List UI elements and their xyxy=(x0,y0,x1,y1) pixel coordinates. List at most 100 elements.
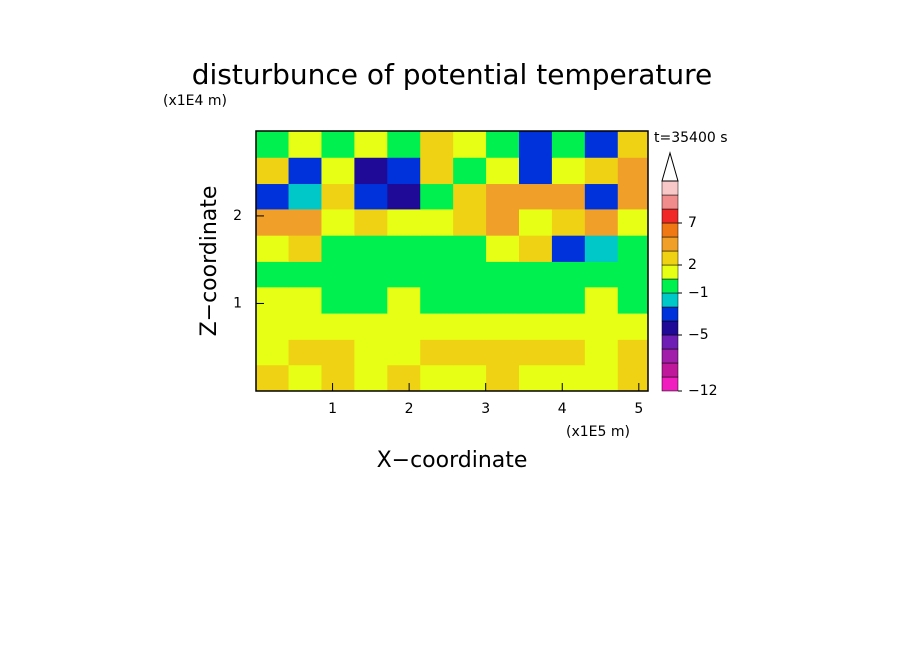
field-cell xyxy=(256,157,290,185)
plot-frame xyxy=(255,130,649,392)
field-cell xyxy=(321,235,355,262)
field-cell xyxy=(584,131,619,158)
field-cell xyxy=(518,364,553,391)
colorbar-tick-label: 2 xyxy=(688,257,697,273)
field-cell xyxy=(551,208,586,236)
field-cell xyxy=(420,338,454,366)
field-cell xyxy=(256,286,290,314)
field-cell xyxy=(321,364,355,391)
colorbar-tick-label: −1 xyxy=(688,285,709,301)
field-cell xyxy=(584,364,619,391)
field-cell xyxy=(584,235,619,262)
field-cell xyxy=(518,157,553,185)
field-cell xyxy=(321,208,355,236)
field-cell xyxy=(387,157,421,185)
field-cell xyxy=(420,157,454,185)
field-cell xyxy=(486,364,520,391)
field-cell xyxy=(288,182,322,210)
field-cell xyxy=(518,260,553,288)
field-cell xyxy=(518,313,553,340)
field-cell xyxy=(518,131,553,158)
field-cell xyxy=(584,286,619,314)
field-cell xyxy=(617,313,648,340)
field-cell xyxy=(321,131,355,158)
field-cell xyxy=(617,131,648,158)
x-tick-label: 3 xyxy=(481,401,490,417)
field-cell xyxy=(387,131,421,158)
field-cell xyxy=(288,131,322,158)
x-tick-label: 4 xyxy=(558,401,567,417)
field-cell xyxy=(288,260,322,288)
field-cell xyxy=(256,313,290,340)
field-cell xyxy=(518,286,553,314)
field-cell xyxy=(551,286,586,314)
field-cell xyxy=(387,260,421,288)
field-cell xyxy=(453,157,487,185)
field-cell xyxy=(486,235,520,262)
field-cell xyxy=(453,182,487,210)
field-cell xyxy=(321,338,355,366)
field-cell xyxy=(354,235,388,262)
field-cell xyxy=(617,235,648,262)
field-cell xyxy=(354,286,388,314)
field-cell xyxy=(354,260,388,288)
field-cell xyxy=(617,364,648,391)
field-cell xyxy=(617,157,648,185)
field-cell xyxy=(551,157,586,185)
field-cell xyxy=(256,364,290,391)
field-cell xyxy=(288,313,322,340)
colorbar-box xyxy=(661,306,679,322)
field-cell xyxy=(486,286,520,314)
chart-title: disturbunce of potential temperature xyxy=(192,58,713,91)
colorbar-arrow xyxy=(661,151,679,182)
field-cell xyxy=(354,364,388,391)
field-cell xyxy=(617,208,648,236)
colorbar-tick-label: 7 xyxy=(688,215,697,231)
field-cell xyxy=(387,182,421,210)
colorbar-box xyxy=(661,348,679,364)
colorbar-box xyxy=(661,362,679,378)
y-tick-label: 1 xyxy=(233,295,242,311)
field-cell xyxy=(551,131,586,158)
field-cell xyxy=(321,286,355,314)
field-cell xyxy=(256,338,290,366)
colorbar-box xyxy=(661,264,679,280)
x-tick-label: 2 xyxy=(405,401,414,417)
field-cell xyxy=(486,208,520,236)
field-cell xyxy=(387,313,421,340)
field-cell xyxy=(584,182,619,210)
field-cell xyxy=(486,260,520,288)
y-axis-title: Z−coordinate xyxy=(197,186,222,337)
field-cell xyxy=(453,235,487,262)
colorbar-box xyxy=(661,334,679,350)
field-cell xyxy=(354,313,388,340)
field-cell xyxy=(288,235,322,262)
field-cell xyxy=(288,364,322,391)
colorbar-tick-label: −12 xyxy=(688,383,718,399)
x-tick-label: 1 xyxy=(328,401,337,417)
field-cell xyxy=(453,286,487,314)
field-cell xyxy=(321,182,355,210)
field-cell xyxy=(617,260,648,288)
field-cell xyxy=(551,235,586,262)
field-cell xyxy=(420,131,454,158)
field-cell xyxy=(288,338,322,366)
field-cell xyxy=(354,157,388,185)
field-cell xyxy=(486,338,520,366)
colorbar-box xyxy=(661,292,679,308)
colorbar-box xyxy=(661,278,679,294)
y-unit: (x1E4 m) xyxy=(163,93,227,109)
field-cell xyxy=(486,131,520,158)
field-cell xyxy=(256,235,290,262)
colorbar-box xyxy=(661,376,679,392)
field-cell xyxy=(256,182,290,210)
field-cell xyxy=(453,313,487,340)
field xyxy=(256,131,648,391)
x-tick-label: 5 xyxy=(634,401,643,417)
field-cell xyxy=(354,131,388,158)
field-cell xyxy=(518,235,553,262)
field-cell xyxy=(256,208,290,236)
colorbar-box xyxy=(661,222,679,238)
field-cell xyxy=(518,338,553,366)
